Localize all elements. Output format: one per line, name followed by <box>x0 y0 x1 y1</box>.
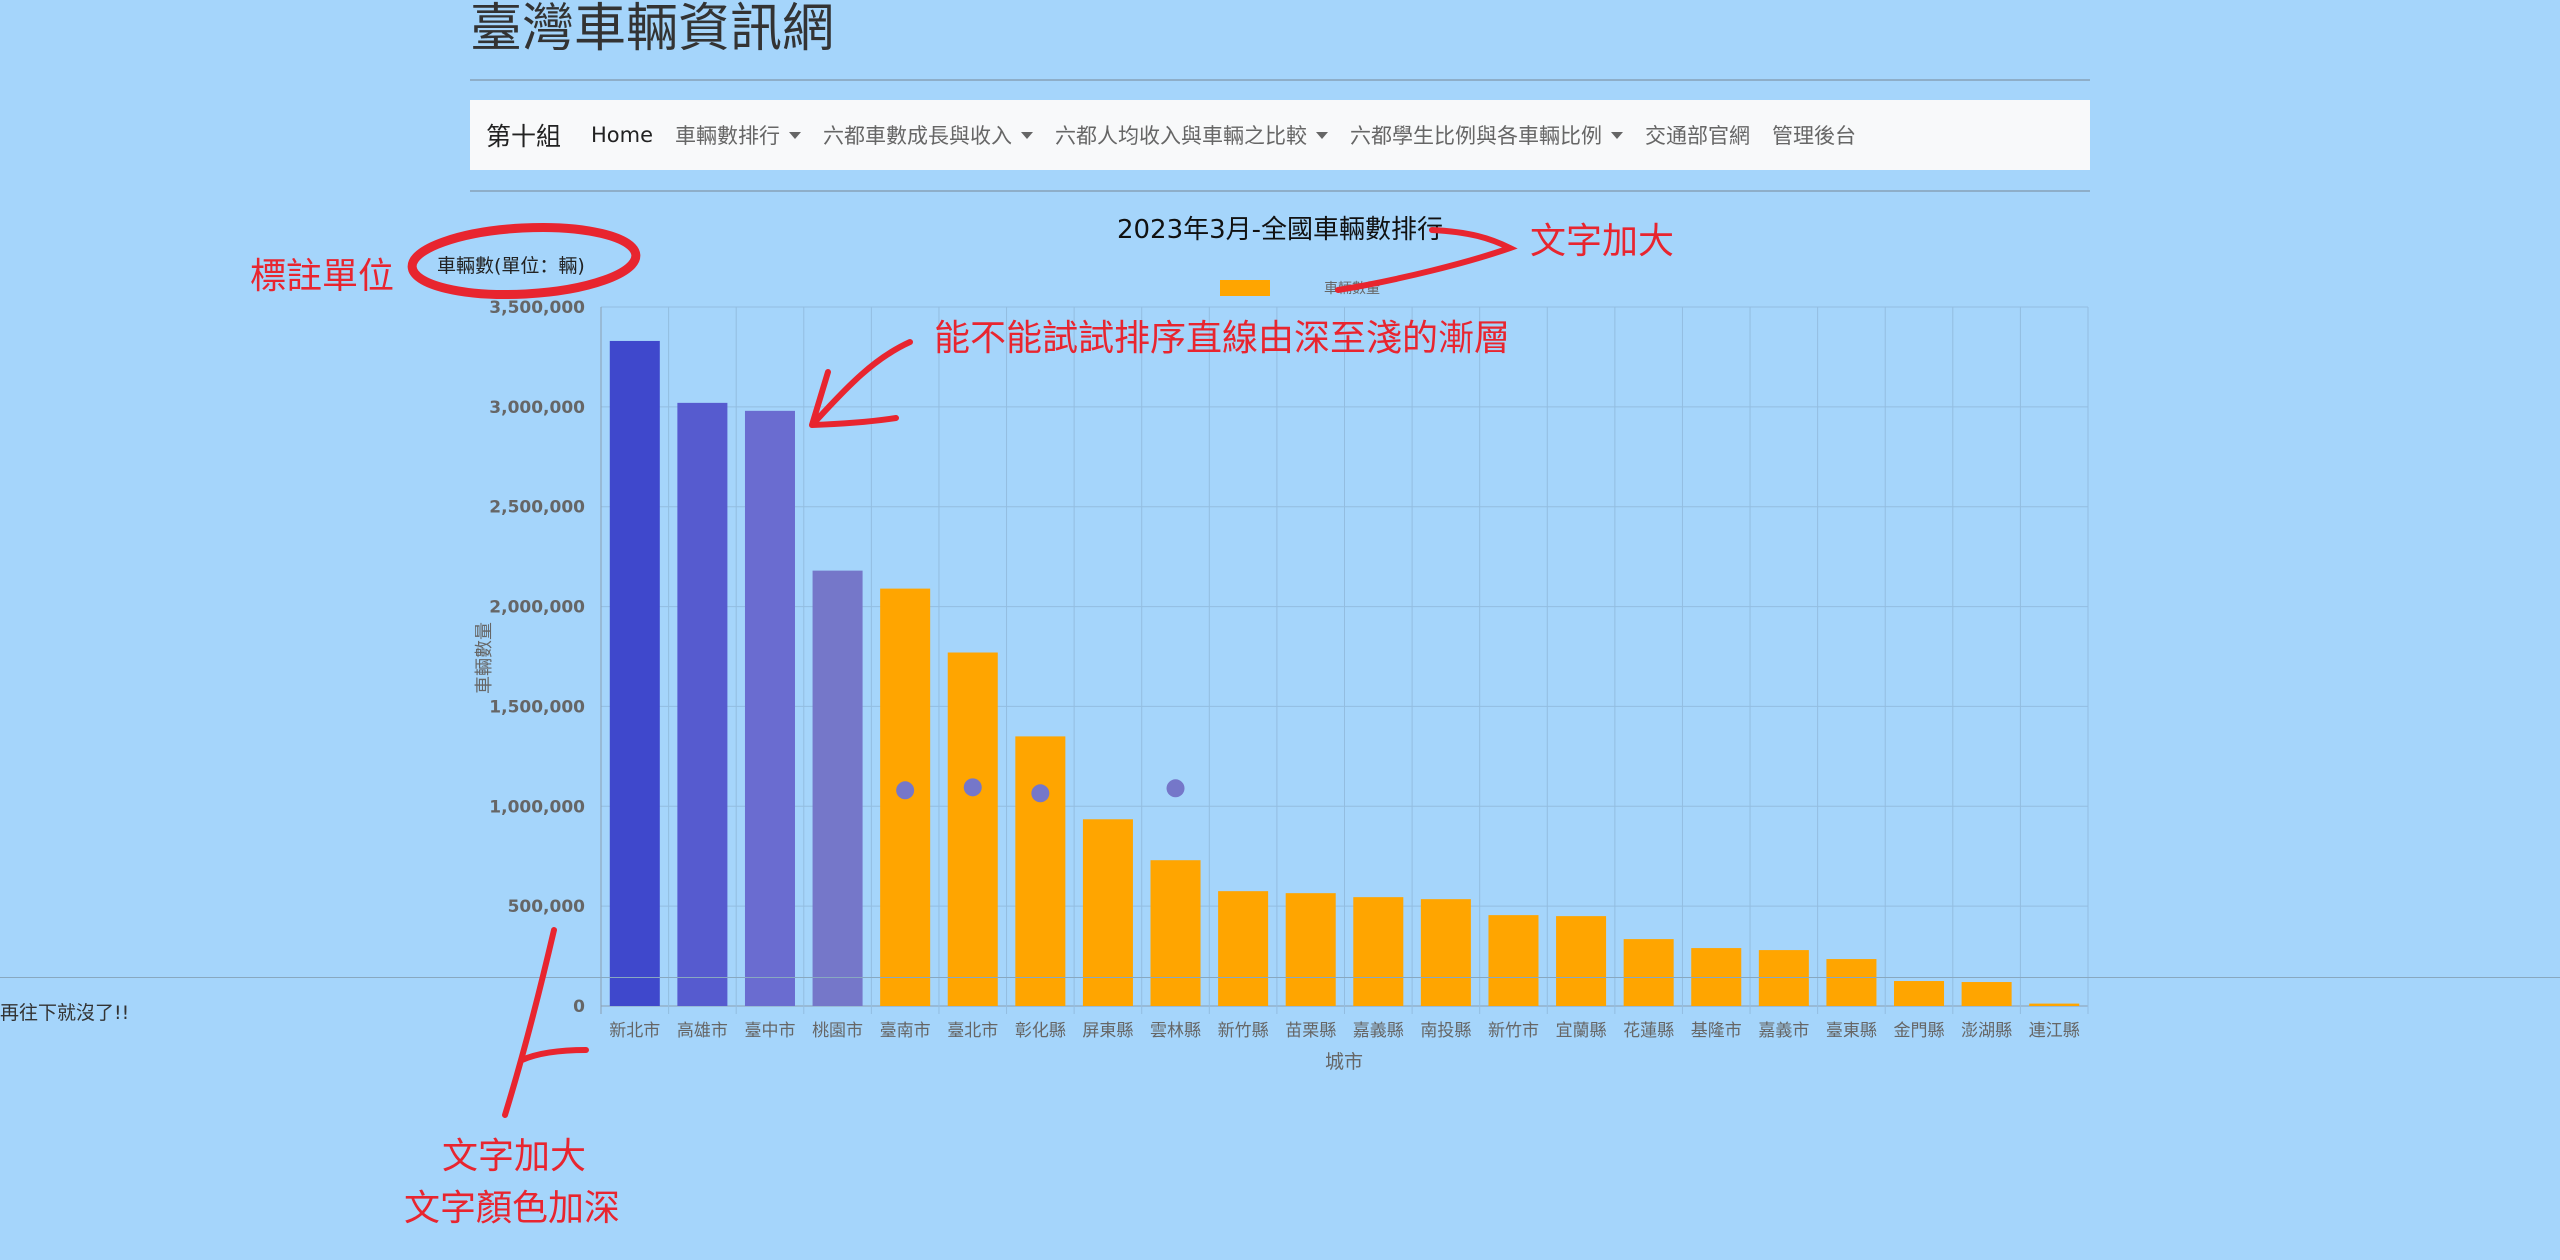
caret-down-icon <box>1611 131 1624 139</box>
x-tick-label: 屏東縣 <box>1082 1021 1133 1041</box>
bar[interactable] <box>1150 860 1201 1006</box>
data-dot[interactable] <box>1166 779 1185 798</box>
y-tick-label: 2,000,000 <box>489 598 585 618</box>
nav-divider <box>470 190 2090 192</box>
legend-swatch[interactable] <box>1220 280 1270 296</box>
x-tick-label: 新北市 <box>609 1021 660 1041</box>
nav-student-vehicle[interactable]: 六都學生比例與各車輛比例 <box>1350 120 1624 150</box>
x-tick-label: 臺東縣 <box>1826 1021 1877 1041</box>
x-tick-label: 基隆市 <box>1691 1021 1742 1041</box>
bar[interactable] <box>1218 891 1269 1006</box>
bar[interactable] <box>1285 893 1336 1006</box>
caret-down-icon <box>1021 131 1034 139</box>
bar[interactable] <box>1556 916 1607 1006</box>
x-tick-label: 苗栗縣 <box>1285 1021 1336 1041</box>
bar[interactable] <box>609 340 660 1006</box>
x-tick-label: 嘉義縣 <box>1353 1021 1404 1041</box>
x-tick-label: 新竹市 <box>1488 1021 1539 1041</box>
x-tick-label: 臺北市 <box>947 1021 998 1041</box>
bar[interactable] <box>2029 1003 2080 1006</box>
navbar-brand[interactable]: 第十組 <box>486 122 562 151</box>
caret-down-icon <box>789 131 802 139</box>
x-tick-label: 花蓮縣 <box>1623 1021 1674 1041</box>
x-tick-label: 彰化縣 <box>1015 1021 1066 1041</box>
nav-mot-official[interactable]: 交通部官網 <box>1645 124 1751 148</box>
navbar: 第十組 Home 車輛數排行 六都車數成長與收入 六都人均收入與車輛之比較 六都… <box>470 100 2090 170</box>
x-tick-label: 嘉義市 <box>1758 1021 1809 1041</box>
bar[interactable] <box>1894 981 1945 1006</box>
y-axis-title: 車輛數量 <box>474 622 495 694</box>
caret-down-icon <box>1316 131 1329 139</box>
bar[interactable] <box>812 570 863 1006</box>
x-tick-label: 澎湖縣 <box>1961 1021 2012 1041</box>
y-tick-label: 0 <box>573 997 585 1017</box>
x-tick-label: 桃園市 <box>812 1021 863 1041</box>
bar[interactable] <box>1353 897 1404 1006</box>
chart-grid <box>600 306 2089 1014</box>
data-dot[interactable] <box>1031 784 1050 803</box>
x-tick-label: 臺南市 <box>880 1021 931 1041</box>
nav-growth-income[interactable]: 六都車數成長與收入 <box>823 120 1034 150</box>
x-tick-label: 高雄市 <box>677 1021 728 1041</box>
data-dot[interactable] <box>963 778 982 797</box>
x-tick-label: 新竹縣 <box>1218 1021 1269 1041</box>
y-tick-label: 3,500,000 <box>489 298 585 318</box>
nav-income-vehicle[interactable]: 六都人均收入與車輛之比較 <box>1055 120 1329 150</box>
unit-label: 車輛數(單位：輛) <box>437 255 585 277</box>
chart-dots <box>896 778 1185 803</box>
bar[interactable] <box>1488 915 1539 1006</box>
footer-text: 再往下就沒了!! <box>0 1002 130 1024</box>
y-tick-label: 3,000,000 <box>489 398 585 418</box>
bar[interactable] <box>1420 899 1471 1006</box>
bar[interactable] <box>1015 736 1066 1006</box>
chart-bars <box>609 340 2080 1006</box>
footer-divider <box>0 977 2560 978</box>
x-tick-label: 連江縣 <box>2029 1021 2080 1041</box>
bar[interactable] <box>1082 819 1133 1006</box>
chart-title: 2023年3月-全國車輛數排行 <box>1117 215 1443 245</box>
x-tick-labels: 新北市 高雄市 臺中市 桃園市 臺南市 臺北市 彰化縣 屏東縣 雲林縣 新竹縣 苗栗縣 嘉義縣 南投縣新… <box>609 1021 2079 1041</box>
x-tick-label: 宜蘭縣 <box>1556 1021 1607 1041</box>
y-tick-labels: 0 500,000 1,000,000 1,500,000 2,000,000 2,500… <box>489 298 585 1017</box>
y-tick-label: 500,000 <box>508 897 586 917</box>
bar[interactable] <box>947 652 998 1006</box>
header-divider <box>470 79 2090 81</box>
bar[interactable] <box>1758 950 1809 1006</box>
legend-label: 車輛數量 <box>1324 280 1380 297</box>
bar[interactable] <box>744 410 795 1006</box>
x-tick-label: 雲林縣 <box>1150 1021 1201 1041</box>
y-tick-label: 2,500,000 <box>489 498 585 518</box>
bar[interactable] <box>1961 982 2012 1006</box>
y-tick-label: 1,500,000 <box>489 697 585 717</box>
x-tick-label: 南投縣 <box>1420 1021 1471 1041</box>
data-dot[interactable] <box>896 781 915 800</box>
y-tick-label: 1,000,000 <box>489 797 585 817</box>
nav-vehicle-ranking[interactable]: 車輛數排行 <box>675 120 802 150</box>
x-tick-label: 金門縣 <box>1894 1021 1945 1041</box>
bar[interactable] <box>1623 939 1674 1006</box>
nav-home[interactable]: Home <box>591 123 654 147</box>
annotation-mark-unit: 標註單位 <box>250 256 395 297</box>
annotation-axis-bigger: 文字加大 <box>442 1136 587 1177</box>
x-tick-label: 臺中市 <box>744 1021 795 1041</box>
site-title: 臺灣車輛資訊網 <box>470 0 835 59</box>
annotation-axis-darker: 文字顏色加深 <box>404 1188 621 1229</box>
nav-admin[interactable]: 管理後台 <box>1772 124 1857 148</box>
bar[interactable] <box>1826 959 1877 1006</box>
bar[interactable] <box>677 402 728 1006</box>
x-axis-title: 城市 <box>1325 1051 1363 1073</box>
annotation-gradient: 能不能試試排序直線由深至淺的漸層 <box>934 318 1511 359</box>
annotation-title-bigger: 文字加大 <box>1530 221 1675 262</box>
